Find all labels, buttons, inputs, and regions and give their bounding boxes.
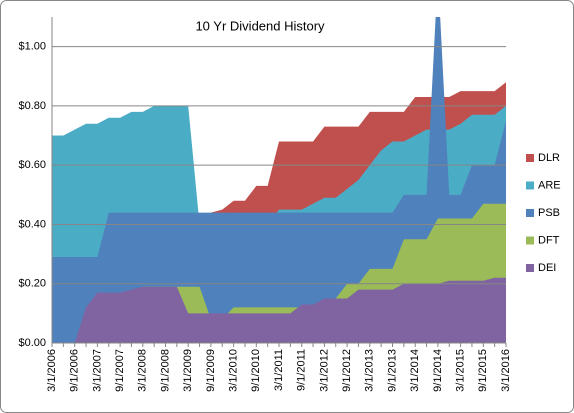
x-tick-label: 9/1/2008 (159, 349, 171, 392)
x-tick-label: 3/1/2016 (500, 349, 512, 392)
x-tick-label: 3/1/2008 (137, 349, 149, 392)
area (52, 17, 506, 343)
x-tick-label: 3/1/2012 (318, 349, 330, 392)
legend-label: DLR (538, 152, 560, 164)
legend-swatch (526, 209, 534, 217)
legend-label: ARE (538, 179, 561, 191)
x-tick-label: 9/1/2014 (432, 349, 444, 392)
x-tick-label: 3/1/2009 (182, 349, 194, 392)
y-tick-label: $1.00 (18, 41, 46, 53)
chart-title: 10 Yr Dividend History (195, 18, 325, 33)
x-tick-label: 9/1/2013 (386, 349, 398, 392)
legend-swatch (526, 236, 534, 245)
x-tick-label: 9/1/2006 (69, 349, 81, 392)
y-tick-label: $0.20 (18, 278, 46, 290)
x-tick-label: 3/1/2011 (273, 349, 285, 391)
x-tick-label: 9/1/2015 (477, 349, 489, 392)
y-tick-label: $0.80 (18, 100, 46, 112)
x-tick-label: 3/1/2006 (46, 349, 58, 392)
x-tick-label: 9/1/2009 (205, 349, 217, 392)
legend-label: DFT (538, 234, 560, 246)
y-tick-label: $0.00 (18, 337, 46, 349)
y-tick-label: $0.60 (18, 159, 46, 171)
legend-label: PSB (538, 207, 560, 219)
legend-swatch (526, 181, 534, 190)
x-tick-label: 3/1/2013 (364, 349, 376, 392)
legend-swatch (526, 264, 534, 272)
x-tick-label: 9/1/2011 (296, 349, 308, 391)
x-tick-label: 3/1/2015 (455, 349, 467, 392)
x-tick-label: 9/1/2007 (114, 349, 126, 392)
x-tick-label: 9/1/2012 (341, 349, 353, 392)
legend-swatch (526, 154, 534, 162)
area (52, 277, 506, 343)
x-tick-label: 9/1/2010 (250, 349, 262, 392)
x-tick-label: 3/1/2010 (228, 349, 240, 392)
x-tick-label: 3/1/2014 (409, 349, 421, 392)
x-tick-label: 3/1/2007 (91, 349, 103, 392)
legend-label: DEI (538, 262, 556, 274)
y-tick-label: $0.40 (18, 218, 46, 230)
